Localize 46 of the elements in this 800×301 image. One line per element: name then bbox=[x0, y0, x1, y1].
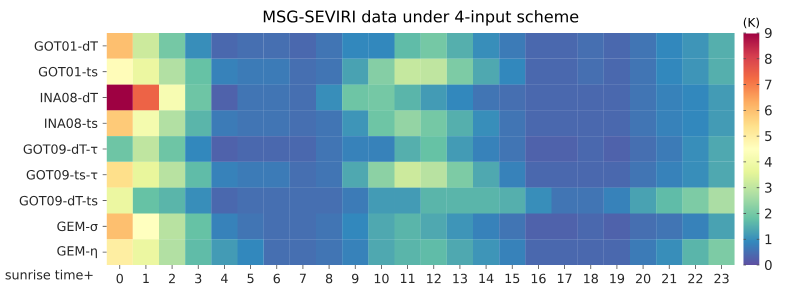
x-tick-label: 1 bbox=[143, 274, 149, 283]
x-tick-label: 2 bbox=[168, 274, 175, 284]
color-bar-label: 1 bbox=[766, 234, 772, 244]
x-tick-label: 21 bbox=[662, 274, 676, 284]
x-tick-label: 12 bbox=[427, 274, 441, 284]
y-tick-label: GEM-η bbox=[57, 246, 97, 258]
y-tick-label: GOT01-dT bbox=[34, 41, 98, 51]
color-bar-label: 8 bbox=[764, 54, 772, 64]
x-tick-label: 5 bbox=[248, 274, 254, 284]
color-bar-label: 9 bbox=[764, 28, 772, 38]
color-bar-label: 2 bbox=[765, 208, 772, 218]
x-axis-title: sunrise time+ bbox=[6, 270, 93, 280]
color-bar-label: 4 bbox=[764, 157, 772, 167]
color-bar-label: 0 bbox=[764, 260, 772, 270]
x-tick-label: 20 bbox=[636, 274, 650, 284]
x-tick-label: 10 bbox=[374, 274, 389, 284]
x-tick-label: 0 bbox=[116, 274, 123, 284]
y-tick-label: GOT09-ts-τ bbox=[26, 170, 98, 180]
y-tick-label: INA08-dT bbox=[40, 92, 98, 102]
x-tick-label: 13 bbox=[453, 274, 467, 284]
x-tick-label: 7 bbox=[300, 274, 306, 283]
color-bar-label: 7 bbox=[765, 80, 772, 90]
y-tick-label: GOT09-dT-ts bbox=[20, 196, 98, 206]
x-tick-label: 15 bbox=[506, 274, 520, 284]
x-tick-label: 19 bbox=[610, 274, 624, 284]
y-tick-label: GEM-σ bbox=[57, 222, 98, 232]
color-bar-label: 3 bbox=[765, 182, 772, 193]
x-tick-label: 18 bbox=[584, 274, 598, 284]
color-bar-title: (K) bbox=[744, 18, 759, 28]
x-tick-label: 17 bbox=[558, 274, 572, 283]
x-tick-label: 9 bbox=[352, 274, 358, 284]
color-bar-label: 6 bbox=[765, 105, 772, 116]
x-tick-label: 11 bbox=[400, 274, 414, 283]
chart-title: MSG-SEVIRI data under 4-input scheme bbox=[264, 10, 578, 26]
x-tick-label: 23 bbox=[714, 274, 729, 284]
x-tick-label: 6 bbox=[274, 274, 280, 284]
y-tick-label: GOT09-dT-τ bbox=[24, 144, 98, 154]
x-tick-label: 16 bbox=[532, 274, 546, 284]
y-tick-label: GOT01-ts bbox=[38, 66, 98, 76]
x-tick-label: 14 bbox=[479, 274, 494, 283]
x-tick-label: 4 bbox=[221, 274, 228, 283]
y-tick-label: INA08-ts bbox=[45, 118, 98, 128]
x-tick-label: 22 bbox=[688, 274, 702, 284]
x-tick-label: 3 bbox=[195, 274, 202, 284]
x-tick-label: 8 bbox=[326, 274, 332, 284]
color-bar-label: 5 bbox=[765, 131, 772, 142]
